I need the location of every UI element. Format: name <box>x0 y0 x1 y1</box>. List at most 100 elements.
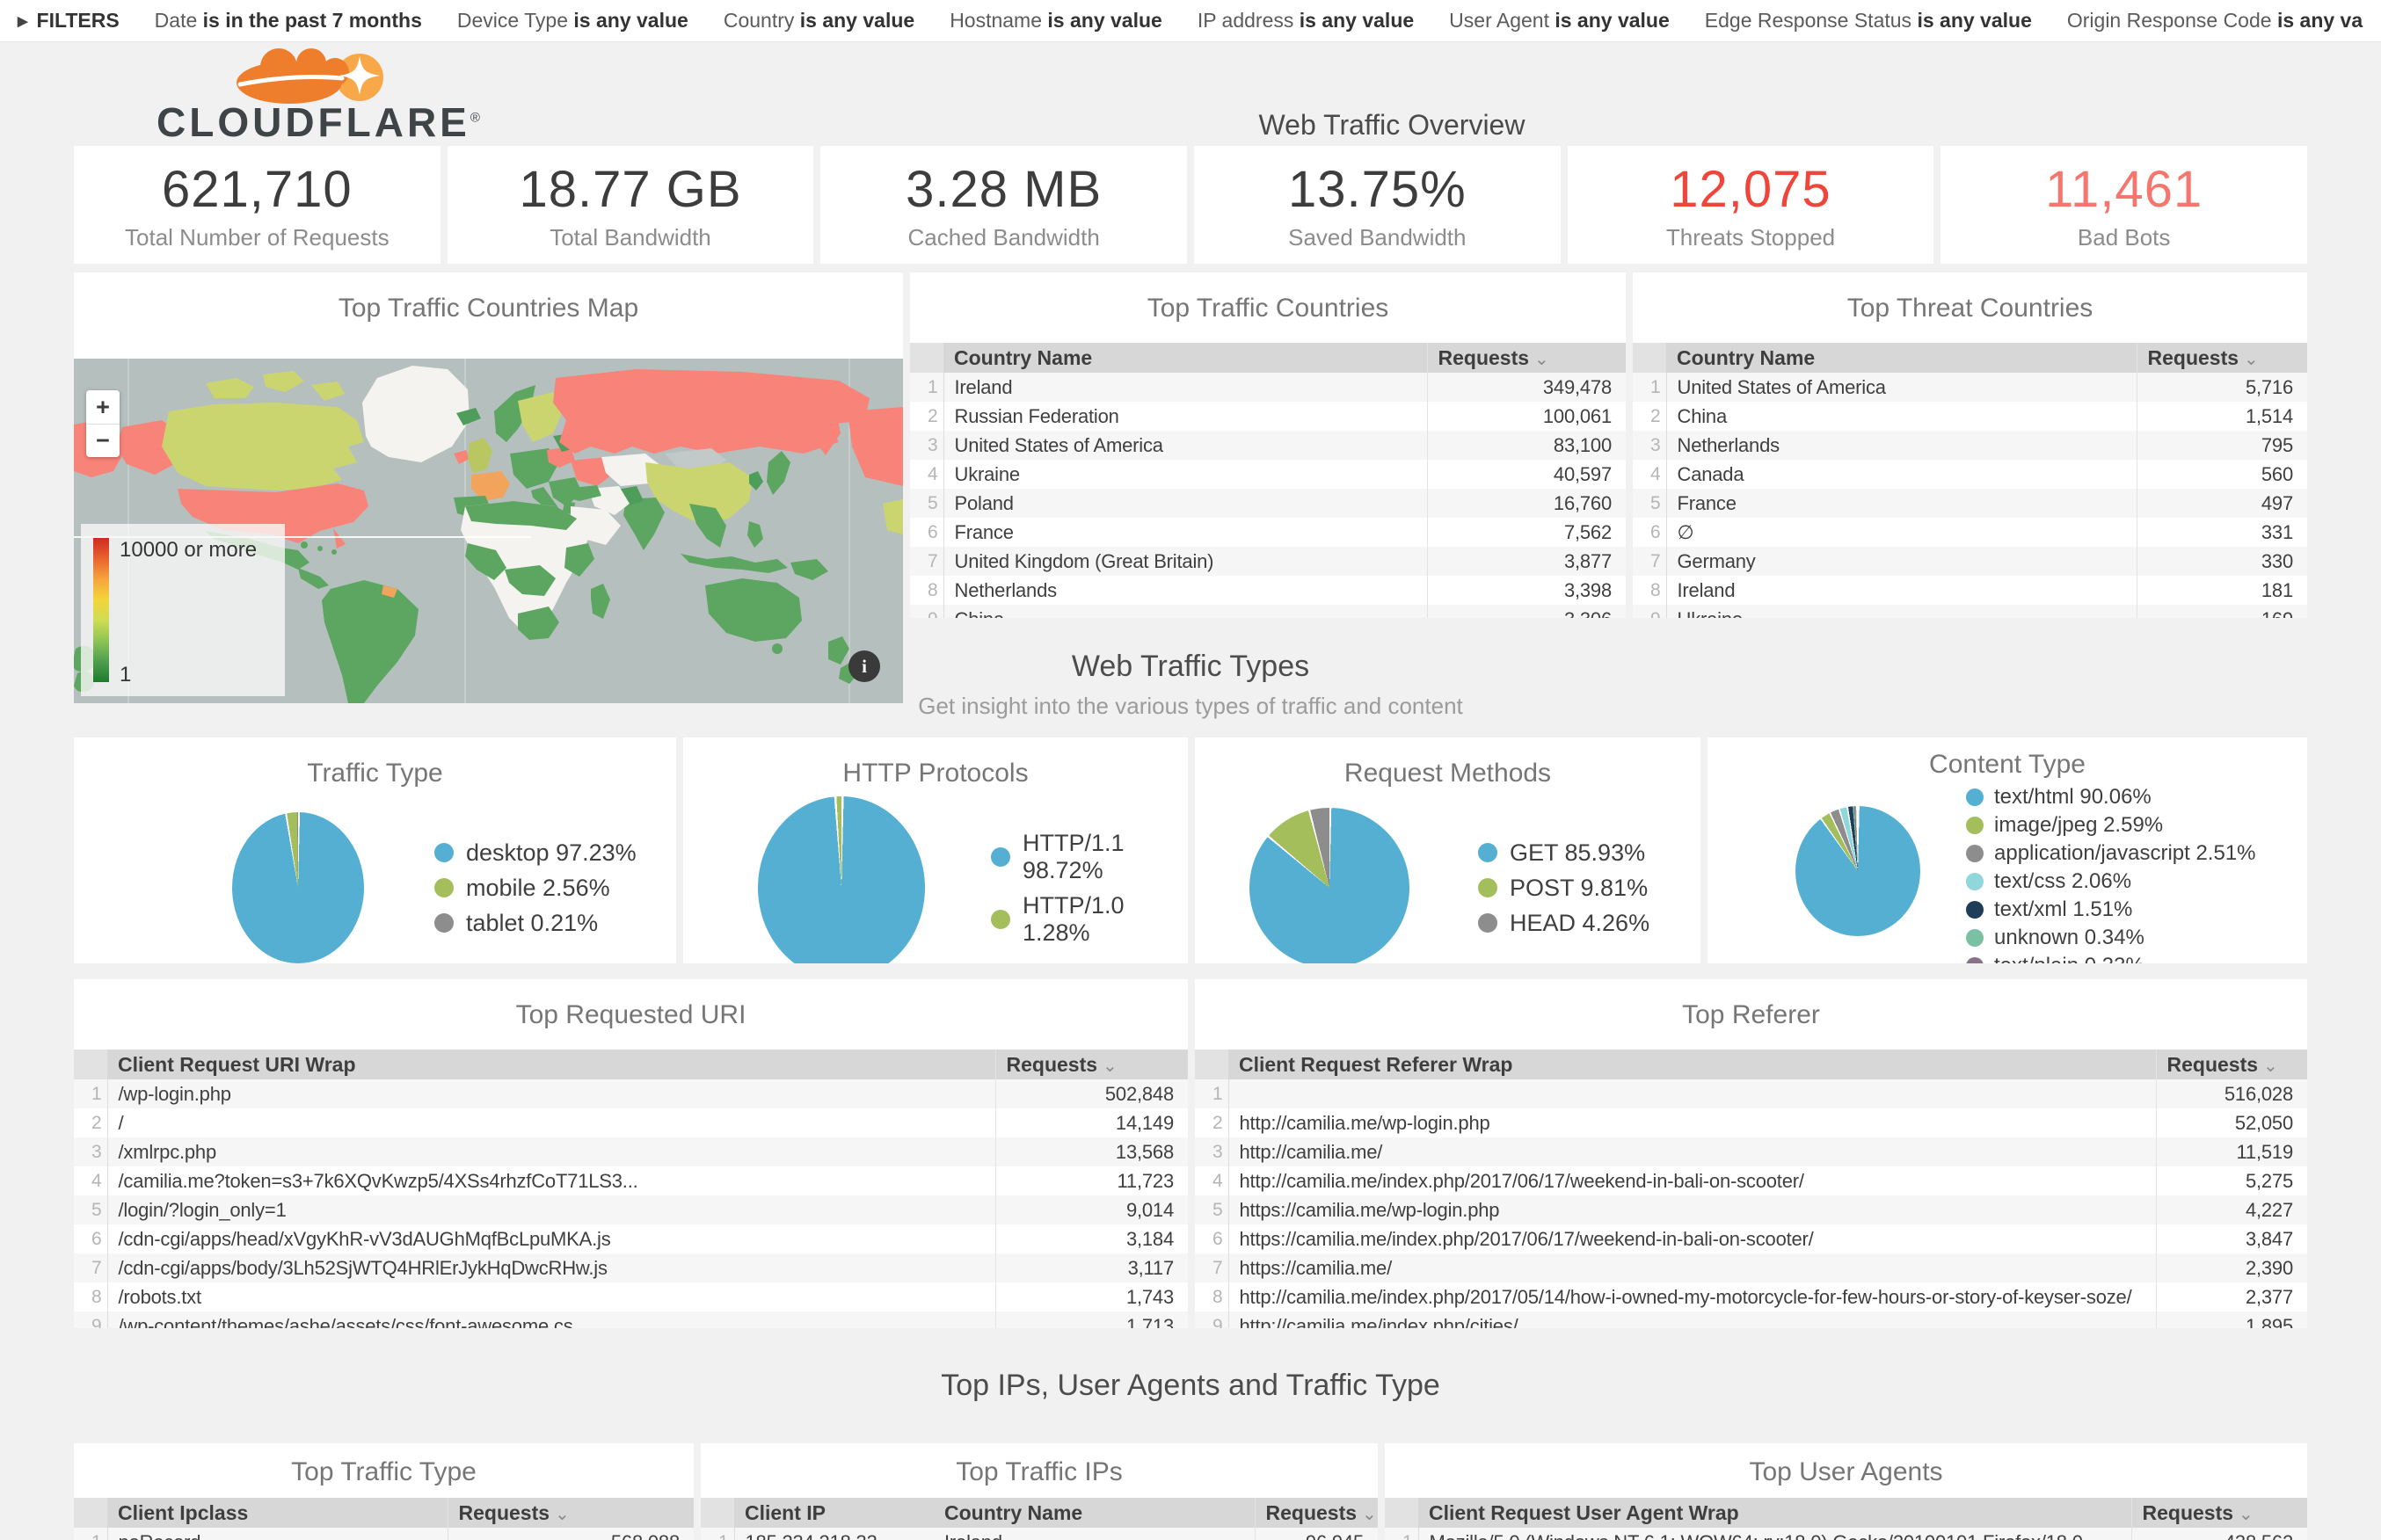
legend-item[interactable]: text/plain 0.33% <box>1966 954 2256 963</box>
legend-label: mobile 2.56% <box>466 874 610 901</box>
row-rank: 3 <box>1633 431 1667 460</box>
legend-item[interactable]: text/html 90.06% <box>1966 785 2256 810</box>
legend-dot-icon <box>991 909 1010 929</box>
uri-cell: /wp-content/themes/ashe/assets/css/font-… <box>107 1311 995 1328</box>
filter-chip[interactable]: Origin Response Code is any value <box>2066 9 2363 32</box>
row-rank: 6 <box>1633 518 1667 547</box>
column-header-country: Country Name <box>934 1498 1255 1528</box>
request-methods-pie-chart[interactable] <box>1249 808 1409 963</box>
table-row: 8 Netherlands 3,398 <box>910 576 1626 605</box>
requests-cell: 4,227 <box>2155 1195 2307 1224</box>
content-type-panel: Content Type text/html 90.06% image/jpeg… <box>1707 737 2307 963</box>
top-threat-countries-panel: Top Threat Countries Country Name Reques… <box>1633 272 2307 618</box>
country-name-cell: United States of America <box>943 431 1427 460</box>
row-rank: 3 <box>74 1137 108 1166</box>
column-header-requests[interactable]: Requests ⌄ <box>1426 343 1626 373</box>
filter-chip[interactable]: User Agent is any value <box>1449 9 1670 32</box>
filter-chip[interactable]: IP address is any value <box>1197 9 1415 32</box>
legend-item[interactable]: GET 85.93% <box>1478 839 1649 867</box>
referer-cell: https://camilia.me/index.php/2017/06/17/… <box>1239 1227 1814 1250</box>
http-protocols-pie-chart[interactable] <box>758 796 925 963</box>
column-header-requests[interactable]: Requests ⌄ <box>2136 343 2307 373</box>
column-header-requests[interactable]: Requests ⌄ <box>1254 1498 1378 1528</box>
traffic-type-pie-chart[interactable] <box>232 812 364 963</box>
legend-item[interactable]: text/xml 1.51% <box>1966 897 2256 922</box>
map-legend-max-label: 10000 or more <box>120 538 258 562</box>
legend-label: HTTP/1.1 98.72% <box>1023 829 1125 883</box>
top-traffic-type-panel: Top Traffic Type Client Ipclass Requests… <box>74 1443 694 1540</box>
map-zoom-out-button[interactable]: − <box>86 424 120 457</box>
content-type-pie-chart[interactable] <box>1795 806 1920 936</box>
map-title: Top Traffic Countries Map <box>338 294 639 323</box>
legend-item[interactable]: HTTP/1.0 1.28% <box>991 892 1188 947</box>
row-rank: 2 <box>910 402 944 431</box>
legend-item[interactable]: unknown 0.34% <box>1966 926 2256 950</box>
row-rank: 8 <box>1633 576 1667 605</box>
web-traffic-types-section: Web Traffic Types Get insight into the v… <box>0 650 2381 720</box>
legend-dot-icon <box>1478 913 1497 933</box>
column-header-requests[interactable]: Requests ⌄ <box>2130 1498 2307 1528</box>
legend-item[interactable]: image/jpeg 2.59% <box>1966 813 2256 838</box>
legend-item[interactable]: mobile 2.56% <box>434 875 637 902</box>
filter-chip[interactable]: Hostname is any value <box>950 9 1162 32</box>
legend-item[interactable]: HTTP/1.1 98.72% <box>991 830 1188 884</box>
column-header-requests[interactable]: Requests ⌄ <box>994 1050 1188 1079</box>
country-name-cell: United Kingdom (Great Britain) <box>943 547 1427 576</box>
table-row: 1 noRecord 568,088 <box>74 1528 694 1540</box>
row-rank: 9 <box>1633 605 1667 618</box>
column-header-requests[interactable]: Requests ⌄ <box>2155 1050 2307 1079</box>
filter-chip[interactable]: Country is any value <box>723 9 915 32</box>
kpi-card: 13.75% Saved Bandwidth <box>1193 146 1561 264</box>
map-info-button[interactable]: i <box>848 650 880 682</box>
filters-toggle[interactable]: ▶ FILTERS <box>18 9 120 33</box>
kpi-label: Cached Bandwidth <box>907 224 1100 251</box>
legend-dot-icon <box>1478 843 1497 862</box>
country-name-cell: Ireland <box>943 373 1427 402</box>
kpi-label: Threats Stopped <box>1665 224 1836 251</box>
row-rank: 8 <box>910 576 944 605</box>
world-map[interactable] <box>74 359 903 703</box>
filter-chip[interactable]: Device Type is any value <box>456 9 688 32</box>
legend-label: HTTP/1.0 1.28% <box>1023 891 1125 946</box>
traffic-map-panel: Top Traffic Countries Map <box>74 272 903 703</box>
row-rank: 6 <box>1195 1224 1229 1253</box>
column-header-referer: Client Request Referer Wrap <box>1228 1050 2156 1079</box>
requests-cell: 96,945 <box>1254 1528 1378 1540</box>
http-protocols-title: HTTP Protocols <box>842 759 1029 788</box>
column-header-country: Country Name <box>943 343 1427 373</box>
legend-item[interactable]: POST 9.81% <box>1478 875 1649 902</box>
filters-label: FILTERS <box>36 9 120 32</box>
top-threat-countries-table: Country Name Requests ⌄ 1 United States o… <box>1633 343 2307 618</box>
table-row: 8 Ireland 181 <box>1633 576 2307 605</box>
table-row: 4 http://camilia.me/index.php/2017/06/17… <box>1195 1166 2307 1195</box>
requests-cell: 5,716 <box>2136 373 2307 402</box>
requests-cell: 3,117 <box>994 1253 1188 1282</box>
table-row: 2 Russian Federation 100,061 <box>910 402 1626 431</box>
country-name-cell: France <box>1666 489 2137 518</box>
row-rank: 9 <box>74 1311 108 1328</box>
table-row: 1 /wp-login.php 502,848 <box>74 1079 1188 1108</box>
row-rank: 1 <box>910 373 944 402</box>
legend-item[interactable]: tablet 0.21% <box>434 910 637 937</box>
cloudflare-logo: CLOUDFLARE® <box>157 47 480 142</box>
legend-item[interactable]: application/javascript 2.51% <box>1966 841 2256 866</box>
filter-chip[interactable]: Date is in the past 7 months <box>154 9 422 32</box>
requests-cell: 16,760 <box>1426 489 1626 518</box>
country-name-cell: Poland <box>943 489 1427 518</box>
row-rank: 2 <box>74 1108 108 1137</box>
referer-cell: https://camilia.me/ <box>1228 1253 2156 1282</box>
requests-cell: 1,895 <box>2155 1311 2307 1328</box>
requests-cell: 330 <box>2136 547 2307 576</box>
traffic-type-legend: desktop 97.23% mobile 2.56% tablet 0.21% <box>434 839 637 937</box>
column-header-requests[interactable]: Requests ⌄ <box>447 1498 694 1528</box>
table-row: 9 Ukraine 169 <box>1633 605 2307 618</box>
map-zoom-in-button[interactable]: + <box>86 390 120 424</box>
table-row: 1 Mozilla/5.0 (Windows NT 6.1; WOW64; rv… <box>1385 1528 2307 1540</box>
filter-chip[interactable]: Edge Response Status is any value <box>1704 9 2032 32</box>
legend-item[interactable]: HEAD 4.26% <box>1478 910 1649 937</box>
country-name-cell: China <box>1677 404 1728 427</box>
legend-dot-icon <box>1966 901 1984 919</box>
legend-item[interactable]: desktop 97.23% <box>434 839 637 867</box>
legend-item[interactable]: text/css 2.06% <box>1966 869 2256 894</box>
top-user-agents-title: Top User Agents <box>1749 1457 1943 1486</box>
